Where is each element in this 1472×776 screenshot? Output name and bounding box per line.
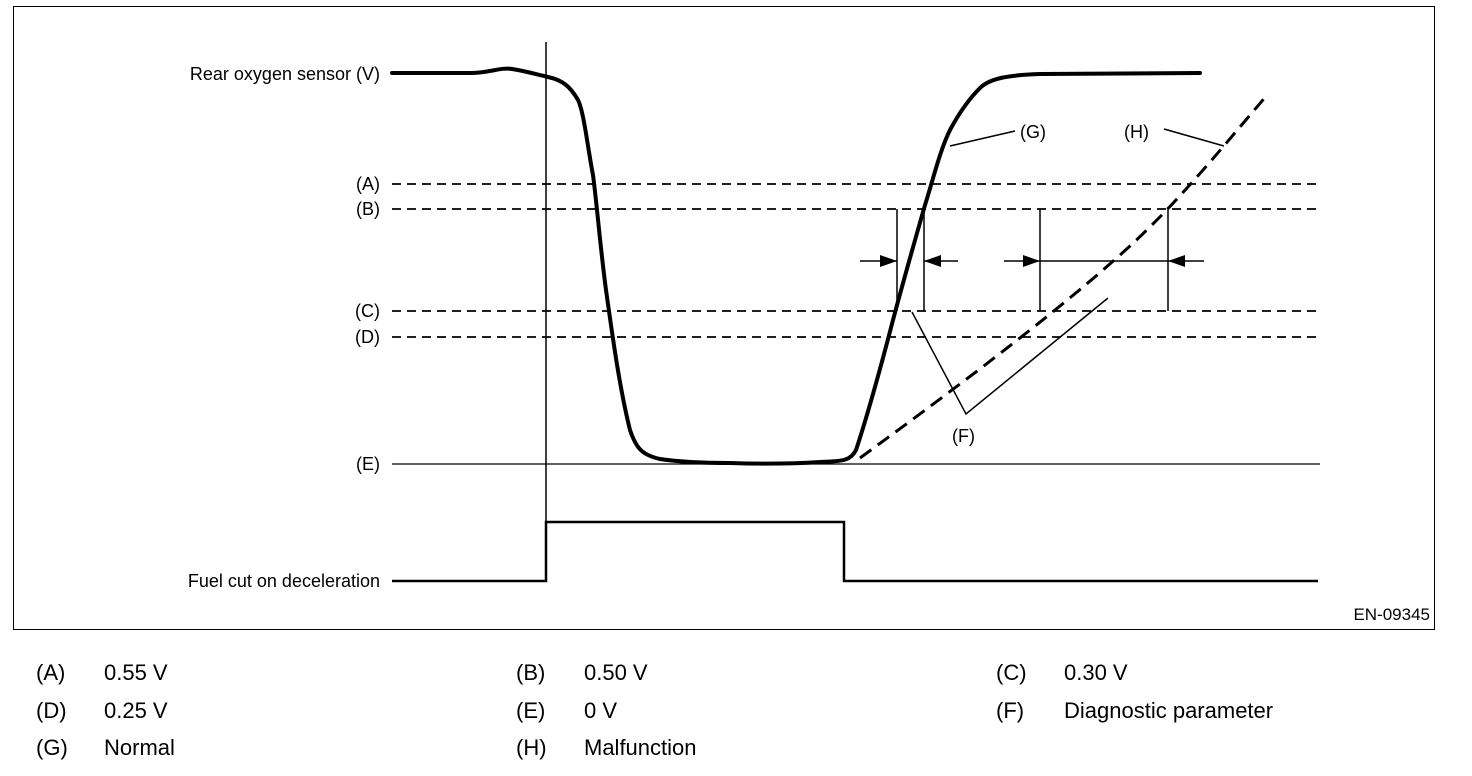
malfunction-sensor-curve [859, 93, 1270, 460]
callout-g-leader [949, 130, 1016, 147]
legend-value: 0.55 V [104, 660, 168, 685]
legend-key: (G) [36, 735, 68, 760]
callout-h-leader [1163, 128, 1225, 147]
level-label-a: (A) [356, 174, 380, 194]
legend-value: Normal [104, 735, 175, 760]
normal-sensor-curve [390, 66, 1202, 466]
legend-value: 0.50 V [584, 660, 648, 685]
legend-key: (F) [996, 698, 1025, 723]
legend-key: (A) [36, 660, 66, 685]
diagram-frame [13, 6, 1435, 630]
legend-key: (H) [516, 735, 547, 760]
level-label-e: (E) [356, 454, 380, 474]
diagram-id-code: EN-09345 [1353, 605, 1430, 624]
sensor-row-label: Rear oxygen sensor (V) [190, 64, 380, 84]
callout-f-leaders [911, 297, 1109, 416]
callout-f-label: (F) [952, 426, 975, 446]
level-label-c: (C) [355, 301, 380, 321]
legend-value: 0 V [584, 698, 618, 723]
legend-key: (E) [516, 698, 546, 723]
fuel-cut-row-label: Fuel cut on deceleration [188, 571, 380, 591]
legend-key: (D) [36, 698, 67, 723]
legend-value: 0.25 V [104, 698, 168, 723]
legend-key: (B) [516, 660, 546, 685]
diagnostic-measure-normal [860, 209, 958, 311]
legend-key: (C) [996, 660, 1027, 685]
diagnostic-measure-malfunction [1004, 209, 1204, 311]
legend-value: 0.30 V [1064, 660, 1128, 685]
callout-g-label: (G) [1020, 122, 1046, 142]
legend-value: Diagnostic parameter [1064, 698, 1274, 723]
legend-value: Malfunction [584, 735, 697, 760]
timing-diagram: (A) (B) (C) (D) (E) Rear oxygen sensor (… [188, 42, 1430, 624]
level-label-d: (D) [355, 327, 380, 347]
fuel-cut-signal [392, 520, 1318, 583]
level-label-b: (B) [356, 199, 380, 219]
callout-h-label: (H) [1124, 122, 1149, 142]
